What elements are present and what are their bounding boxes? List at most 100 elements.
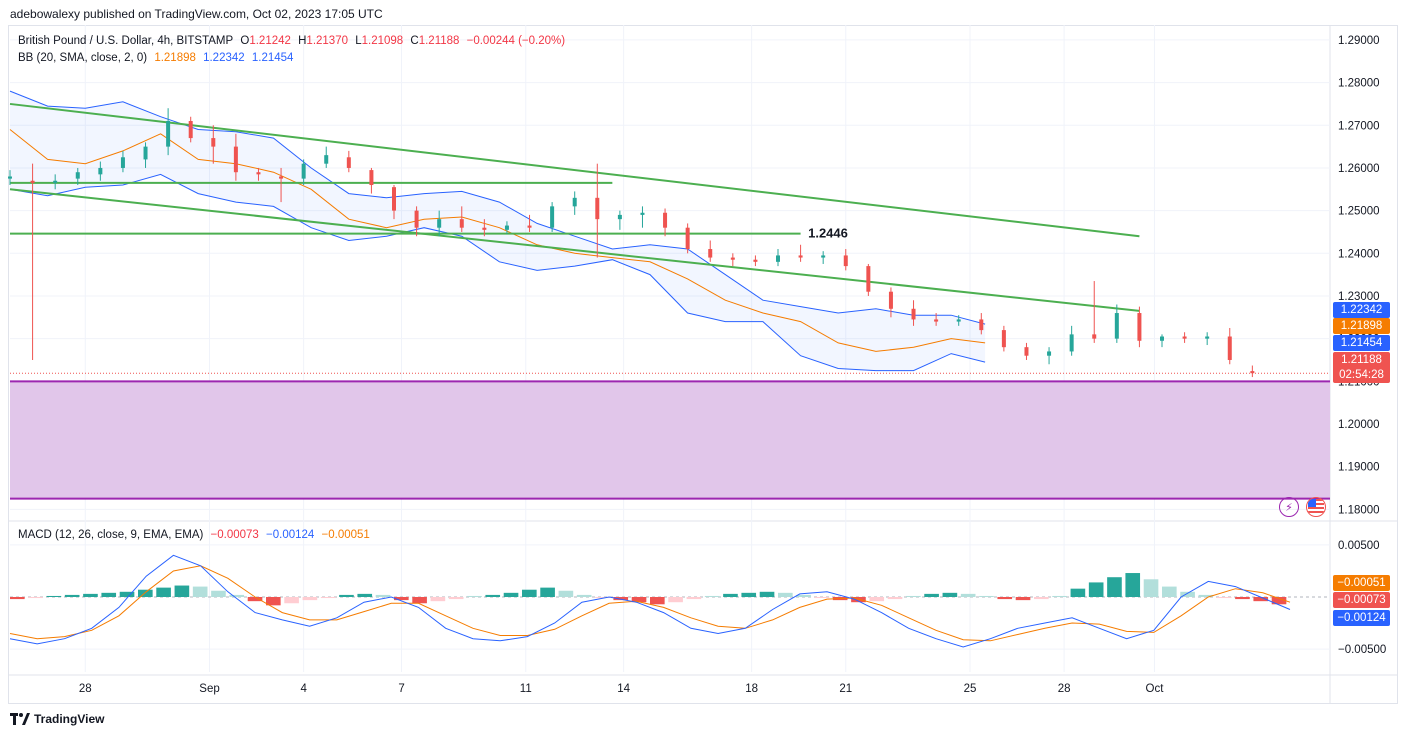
candle-body xyxy=(550,206,555,228)
candle-body xyxy=(979,319,984,331)
macd-histogram-bar xyxy=(1034,597,1049,600)
main-legend: British Pound / U.S. Dollar, 4h, BITSTAM… xyxy=(18,35,569,47)
macd-histogram-bar xyxy=(540,587,555,597)
macd-histogram-bar xyxy=(960,593,976,597)
macd-histogram-bar xyxy=(1107,577,1122,597)
footer-brand[interactable]: TradingView xyxy=(10,712,104,726)
candle-body xyxy=(911,308,916,320)
macd-line xyxy=(9,554,1291,648)
macd-histogram-bar xyxy=(339,594,354,597)
macd-histogram-bar xyxy=(412,597,427,604)
candle-body xyxy=(30,180,35,183)
y-tick-label: 1.19000 xyxy=(1338,462,1380,474)
candle-body xyxy=(120,157,125,168)
candle-body xyxy=(1024,347,1029,356)
macd-histogram-bar xyxy=(869,597,885,602)
macd-histogram-bar xyxy=(467,595,482,597)
low-value: 1.21098 xyxy=(361,35,404,47)
macd-histogram-bar xyxy=(1253,597,1269,602)
candle-body xyxy=(482,227,487,230)
candle-body xyxy=(1114,313,1119,339)
macd-legend: MACD (12, 26, close, 9, EMA, EMA) −0.000… xyxy=(18,529,374,541)
macd-histogram-bar xyxy=(1070,588,1086,597)
macd-histogram-bar xyxy=(723,593,738,597)
lightning-icon[interactable]: ⚡︎ xyxy=(1279,497,1299,517)
change-value: −0.00244 (−0.20%) xyxy=(466,35,566,47)
macd-histogram-bar xyxy=(211,590,226,597)
macd-histogram-bar xyxy=(650,597,665,605)
candle-body xyxy=(211,138,216,147)
macd-histogram-bar xyxy=(266,597,281,606)
bb-legend: BB (20, SMA, close, 2, 0) 1.21898 1.2234… xyxy=(18,52,297,64)
symbol-title[interactable]: British Pound / U.S. Dollar, 4h, BITSTAM… xyxy=(18,35,234,47)
candle-body xyxy=(1205,336,1210,339)
candle-body xyxy=(685,227,690,250)
bb-basis-tag: 1.21898 xyxy=(1333,318,1390,334)
macd-histogram-bar xyxy=(83,593,98,597)
last-price-tag: 1.21188 xyxy=(1333,352,1390,368)
candle-body xyxy=(866,266,871,292)
macd-histogram-bar xyxy=(1015,597,1031,601)
macd-histogram-bar xyxy=(28,597,43,599)
bb-fill xyxy=(10,91,986,371)
macd-histogram-bar xyxy=(1143,579,1159,597)
candle-body xyxy=(527,225,532,228)
candle-body xyxy=(1227,336,1232,360)
macd-histogram-bar xyxy=(119,591,135,597)
macd-histogram-bar xyxy=(101,592,117,597)
macd-histogram-bar xyxy=(796,594,811,597)
macd-histogram-bar xyxy=(1180,591,1195,597)
us-flag-icon[interactable] xyxy=(1306,497,1326,517)
macd-title[interactable]: MACD (12, 26, close, 9, EMA, EMA) xyxy=(18,529,204,541)
candle-body xyxy=(617,214,622,220)
macd-histogram-bar xyxy=(156,587,171,597)
candle-body xyxy=(53,180,58,183)
high-label: H xyxy=(298,35,307,47)
macd-histogram-bar xyxy=(229,594,245,597)
macd-histogram-bar xyxy=(522,589,537,597)
macd-histogram-bar xyxy=(1198,594,1214,597)
candle-body xyxy=(595,197,600,220)
bb-basis-line xyxy=(9,129,986,352)
macd-histogram-bar xyxy=(631,597,647,603)
y-tick-label: 1.25000 xyxy=(1338,206,1380,218)
macd-histogram-bar xyxy=(485,594,501,597)
macd-histogram-bar xyxy=(1125,573,1141,597)
high-value: 1.21370 xyxy=(306,35,348,47)
candle-body xyxy=(75,172,80,179)
candle-body xyxy=(143,146,148,160)
macd-histogram-bar xyxy=(942,592,958,597)
trend-line xyxy=(9,188,1140,312)
macd-histogram-bar xyxy=(704,595,720,597)
x-tick-label: 28 xyxy=(79,683,92,695)
macd-histogram-bar xyxy=(1088,582,1104,597)
candle-body xyxy=(414,210,419,228)
macd-signal-value: −0.00051 xyxy=(321,529,370,541)
candle-body xyxy=(279,176,284,179)
x-tick-label: 28 xyxy=(1058,683,1071,695)
candle-body xyxy=(369,170,374,186)
footer-brand-text: TradingView xyxy=(34,712,105,726)
open-value: 1.21242 xyxy=(249,35,291,47)
macd-histogram-bar xyxy=(613,597,629,601)
macd-histogram-bar xyxy=(979,595,994,597)
candle-body xyxy=(934,319,939,322)
candle-body xyxy=(346,157,351,168)
x-tick-label: 4 xyxy=(300,683,307,695)
close-value: 1.21188 xyxy=(418,35,460,47)
publisher-line: adebowalexy published on TradingView.com… xyxy=(10,7,383,21)
y-tick-label: 1.18000 xyxy=(1338,504,1380,516)
bb-upper-tag: 1.22342 xyxy=(1333,302,1390,318)
macd-hist-value: −0.00073 xyxy=(210,529,259,541)
macd-y-tick-label: −0.00500 xyxy=(1338,644,1386,656)
macd-histogram-bar xyxy=(503,592,519,597)
candle-body xyxy=(256,172,261,175)
bb-title[interactable]: BB (20, SMA, close, 2, 0) xyxy=(18,52,148,64)
macd-histogram-bar xyxy=(138,589,153,597)
macd-histogram-bar xyxy=(778,592,793,597)
candle-body xyxy=(1160,336,1164,341)
trend-line xyxy=(9,102,1140,238)
macd-signal-line xyxy=(9,565,1291,642)
candle-body xyxy=(640,212,645,215)
